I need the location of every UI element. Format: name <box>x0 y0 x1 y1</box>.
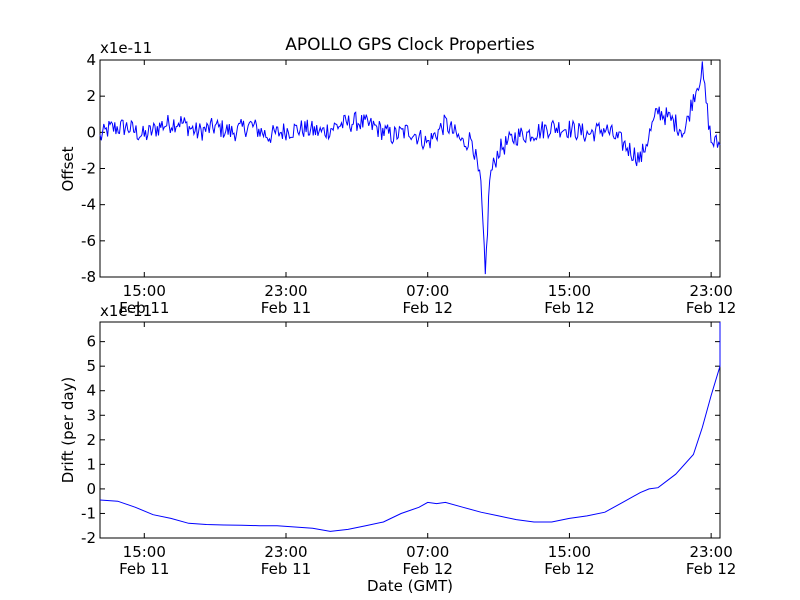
offset-xtick-date: Feb 11 <box>261 299 311 317</box>
offset-ytick-label: 4 <box>86 51 96 69</box>
drift-xtick-date: Feb 11 <box>261 560 311 578</box>
drift-xtick-date: Feb 11 <box>119 560 169 578</box>
drift-xtick-date: Feb 12 <box>403 560 453 578</box>
drift-ytick-label: 1 <box>86 455 96 473</box>
offset-ytick-label: -4 <box>81 196 96 214</box>
offset-xtick-date: Feb 12 <box>544 299 594 317</box>
drift-ytick-label: 5 <box>86 357 96 375</box>
drift-multiplier: x1e-11 <box>100 302 152 320</box>
drift-panel: x1e-11 Drift (per day) Date (GMT) 6 5 4 3 2 1… <box>59 302 736 595</box>
drift-ytick-label: 6 <box>86 333 96 351</box>
drift-ytick-label: 4 <box>86 382 96 400</box>
drift-xtick-time: 15:00 <box>548 543 591 561</box>
offset-ytick-label: 0 <box>86 123 96 141</box>
offset-xtick-time: 23:00 <box>690 282 733 300</box>
offset-xtick-time: 15:00 <box>548 282 591 300</box>
offset-xtick-date: Feb 12 <box>686 299 736 317</box>
offset-xtick-time: 15:00 <box>123 282 166 300</box>
drift-ylabel: Drift (per day) <box>59 377 77 484</box>
offset-multiplier: x1e-11 <box>100 39 152 57</box>
chart-title: APOLLO GPS Clock Properties <box>285 35 535 55</box>
offset-xtick-time: 07:00 <box>406 282 449 300</box>
drift-xtick-time: 15:00 <box>123 543 166 561</box>
offset-ytick-label: -6 <box>81 232 96 250</box>
drift-xtick-time: 23:00 <box>690 543 733 561</box>
offset-xtick-time: 23:00 <box>264 282 307 300</box>
drift-xtick-time: 23:00 <box>264 543 307 561</box>
offset-plot-area <box>99 59 721 278</box>
offset-series-line <box>99 61 721 275</box>
offset-ytick-label: -8 <box>81 268 96 286</box>
drift-xtick-time: 07:00 <box>406 543 449 561</box>
drift-ytick-label: 3 <box>86 406 96 424</box>
drift-series-line <box>99 322 721 532</box>
offset-ytick-label: -2 <box>81 160 96 178</box>
drift-xlabel: Date (GMT) <box>367 577 453 595</box>
offset-xtick-date: Feb 12 <box>403 299 453 317</box>
drift-xtick-date: Feb 12 <box>544 560 594 578</box>
drift-xtick-date: Feb 12 <box>686 560 736 578</box>
drift-ytick-label: -1 <box>81 504 96 522</box>
offset-xtick-date: Feb 11 <box>119 299 169 317</box>
offset-ylabel: Offset <box>59 146 77 191</box>
drift-ytick-label: 0 <box>86 480 96 498</box>
drift-ytick-label: -2 <box>81 529 96 547</box>
drift-plot-area <box>99 321 721 539</box>
drift-ytick-label: 2 <box>86 431 96 449</box>
offset-ytick-label: 2 <box>86 87 96 105</box>
